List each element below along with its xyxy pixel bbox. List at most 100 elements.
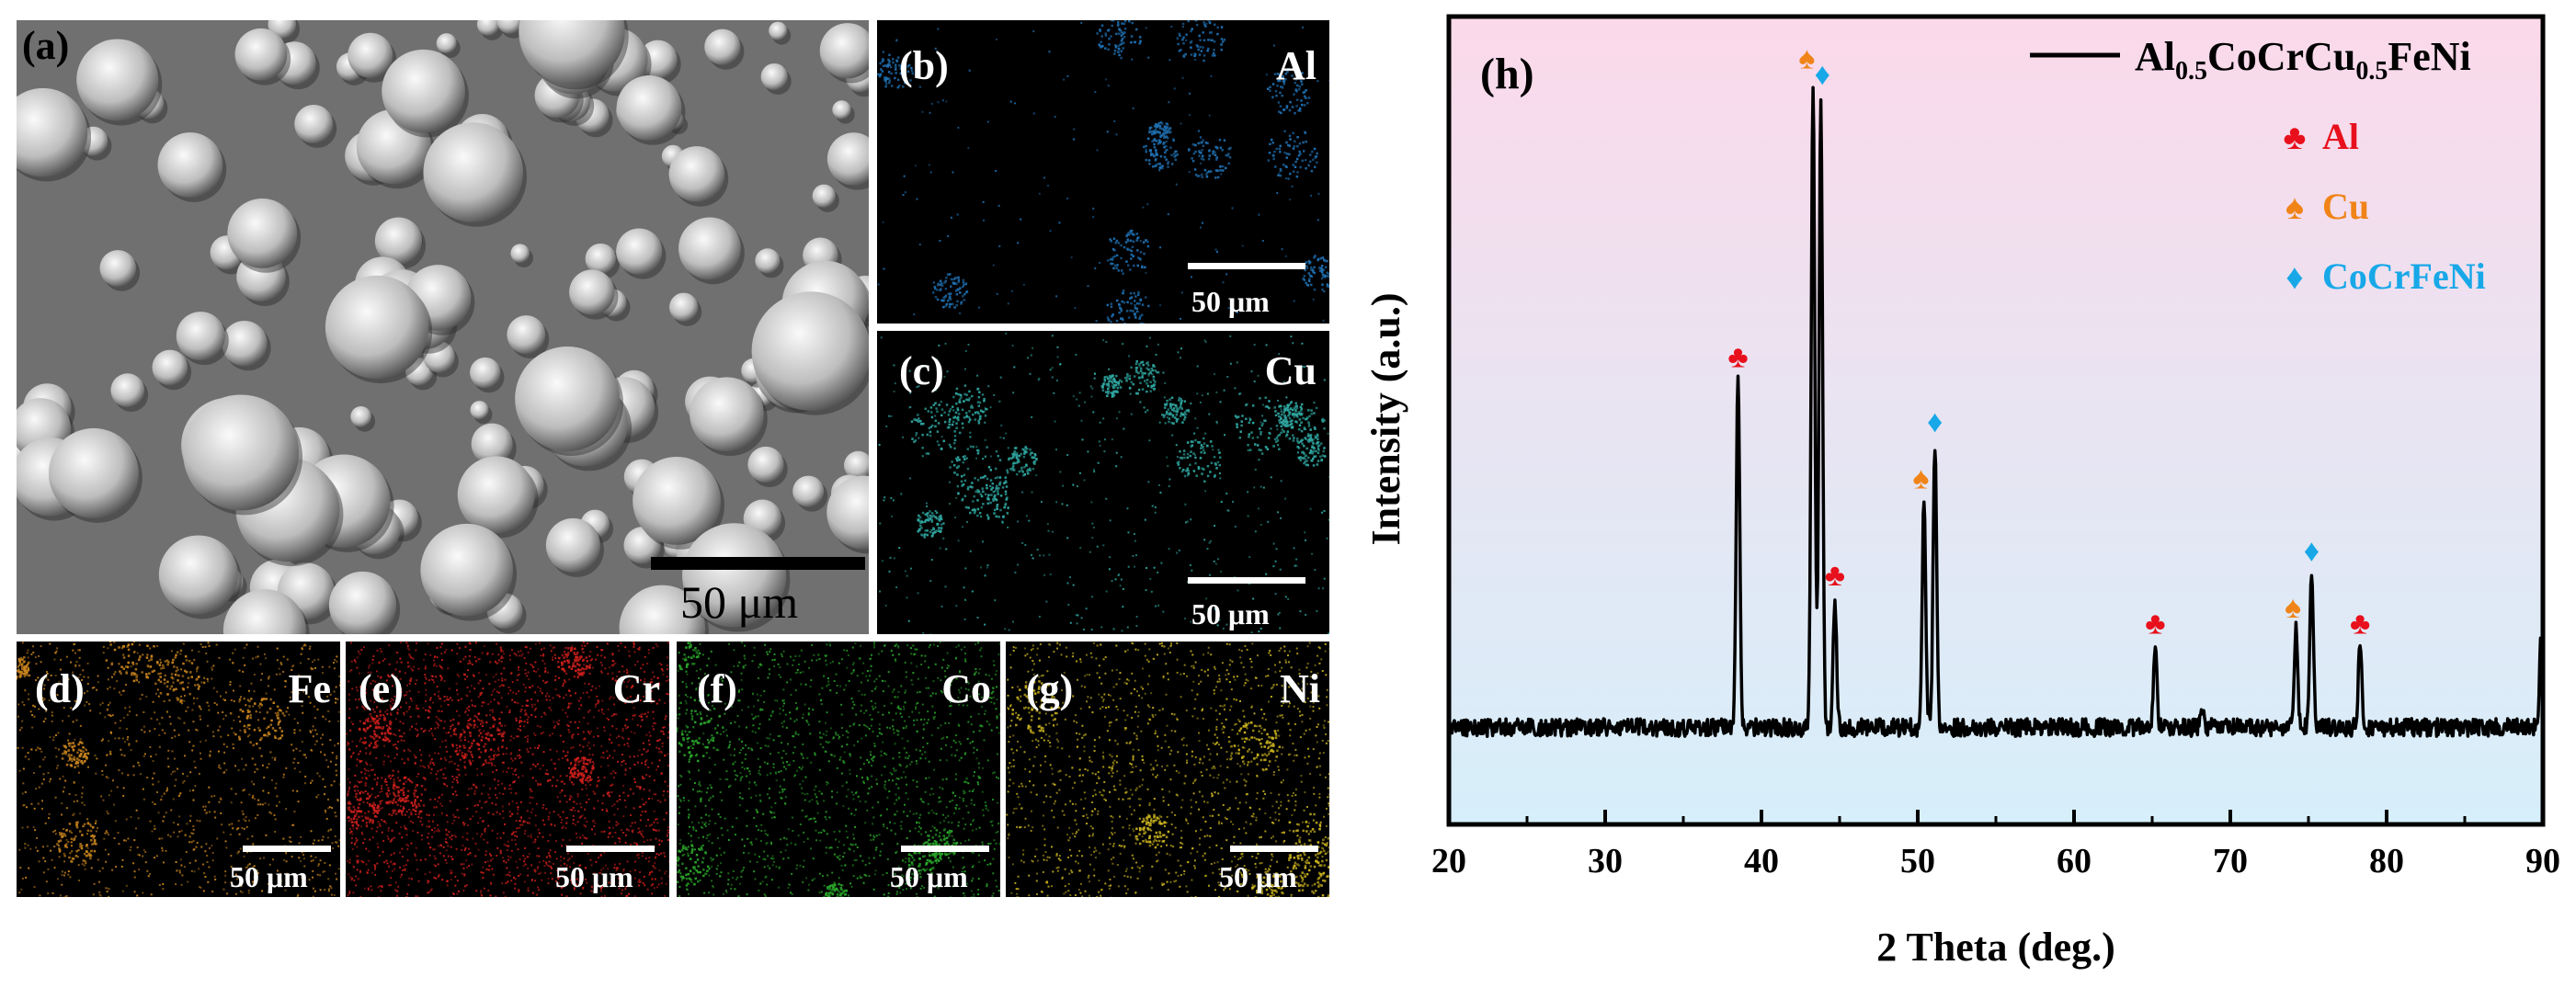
element-label-cr: Cr [612,666,660,711]
powder-particle [471,423,513,465]
panel-label-c: (c) [899,348,944,393]
x-tick-label: 40 [1744,842,1779,880]
element-label-ni: Ni [1280,666,1320,711]
x-tick-label: 50 [1900,842,1935,880]
powder-particle [510,244,530,263]
powder-particle [423,341,455,373]
powder-particle [350,405,372,427]
powder-particle [682,523,787,628]
scale-text-c: 50 μm [1191,597,1270,630]
eds-signal-dots [878,332,1329,634]
powder-particle [569,269,615,315]
powder-particle [515,346,621,451]
scale-bar-e [566,846,655,852]
legend: Al0.5CoCrCu0.5FeNi [2030,34,2471,85]
powder-particle [545,517,600,573]
cr-distribution-map [346,642,669,897]
scale-bar-b [1188,263,1305,269]
powder-particle [457,456,535,534]
powder-particle [751,291,869,411]
powder-particle [157,132,223,198]
scale-bar-d [243,846,331,852]
legend-name-part: Al [2135,34,2175,79]
sem-particles-image [17,20,869,634]
powder-particle [470,357,501,389]
fe-distribution-map [17,642,340,897]
eds-map-fe: (d) Fe 50 μm [17,642,340,897]
eds-map-al: (b) Al 50 μm [877,20,1329,324]
powder-particle [17,87,88,177]
powder-particle [470,401,489,420]
powder-particle [769,21,788,40]
phase-legend-symbol: ♦ [2285,258,2303,297]
powder-particle [110,373,145,408]
panel-label-h: (h) [1480,50,1534,98]
x-tick-label: 70 [2213,842,2248,880]
plot-background [1449,17,2543,824]
eds-map-ni: (g) Ni 50 μm [1006,642,1329,897]
powder-particle [476,20,500,36]
eds-signal-dots [877,20,1329,324]
powder-particle [669,292,699,322]
powder-particle [792,475,825,507]
peak-marker-cocrfeni: ♦ [1815,58,1830,92]
powder-particle [678,217,741,280]
powder-particle [826,132,869,186]
panel-label-f: (f) [697,666,737,711]
sem-image-panel: (a) 50 μm [17,20,869,634]
powder-particle [819,23,869,79]
panel-label-b: (b) [899,43,949,88]
powder-particle [348,32,393,78]
powder-particle [436,33,457,54]
scale-text-e: 50 μm [555,860,633,893]
powder-particle [222,589,306,634]
powder-particle [496,20,523,34]
peak-marker-cocrfeni: ♦ [2304,535,2320,569]
scale-bar-c [1188,577,1305,584]
powder-particle [222,320,268,367]
legend-name-part: FeNi [2388,34,2470,79]
powder-particle [616,228,663,275]
powder-particle [690,377,764,452]
x-tick-label: 20 [1431,842,1466,880]
scale-bar-g [1230,846,1318,852]
eds-map-cu: (c) Cu 50 μm [877,331,1329,634]
powder-particle [668,146,725,202]
x-tick-label: 30 [1588,842,1623,880]
eds-map-cr: (e) Cr 50 μm [346,642,669,897]
panel-label-d: (d) [35,666,85,711]
powder-particle [152,349,188,386]
cu-distribution-map [877,331,1329,634]
powder-particle [183,394,300,511]
co-distribution-map [677,642,1000,897]
peak-marker-al: ♣ [2145,608,2165,642]
powder-particle [704,28,741,65]
powder-particle [99,250,137,287]
x-axis-label: 2 Theta (deg.) [1876,925,2115,970]
powder-particle [176,312,225,361]
peak-marker-al: ♣ [1727,341,1748,375]
plot-frame [1446,14,2546,827]
powder-particle [519,20,625,85]
powder-particle [158,535,238,615]
phase-legend-symbol: ♣ [2284,119,2307,157]
powder-particle [382,49,465,133]
powder-particle [619,585,706,634]
x-tick-label: 80 [2369,842,2404,880]
scale-text-b: 50 μm [1191,285,1270,318]
powder-particle [48,427,139,518]
peak-marker-cu: ♠ [2285,591,2301,625]
scale-text-d: 50 μm [230,860,308,893]
phase-legend-symbol: ♠ [2285,188,2304,227]
peak-marker-cocrfeni: ♦ [1927,405,1943,439]
phase-legend-label: Cu [2322,186,2369,227]
powder-particle [826,475,869,550]
powder-particle [747,446,784,483]
scale-text-a: 50 μm [680,576,799,628]
powder-particle [832,100,851,119]
powder-particle [760,62,788,91]
powder-particle [844,450,869,480]
panel-label-g: (g) [1026,666,1074,711]
powder-particle [328,571,397,634]
x-tick-label: 90 [2525,842,2560,880]
